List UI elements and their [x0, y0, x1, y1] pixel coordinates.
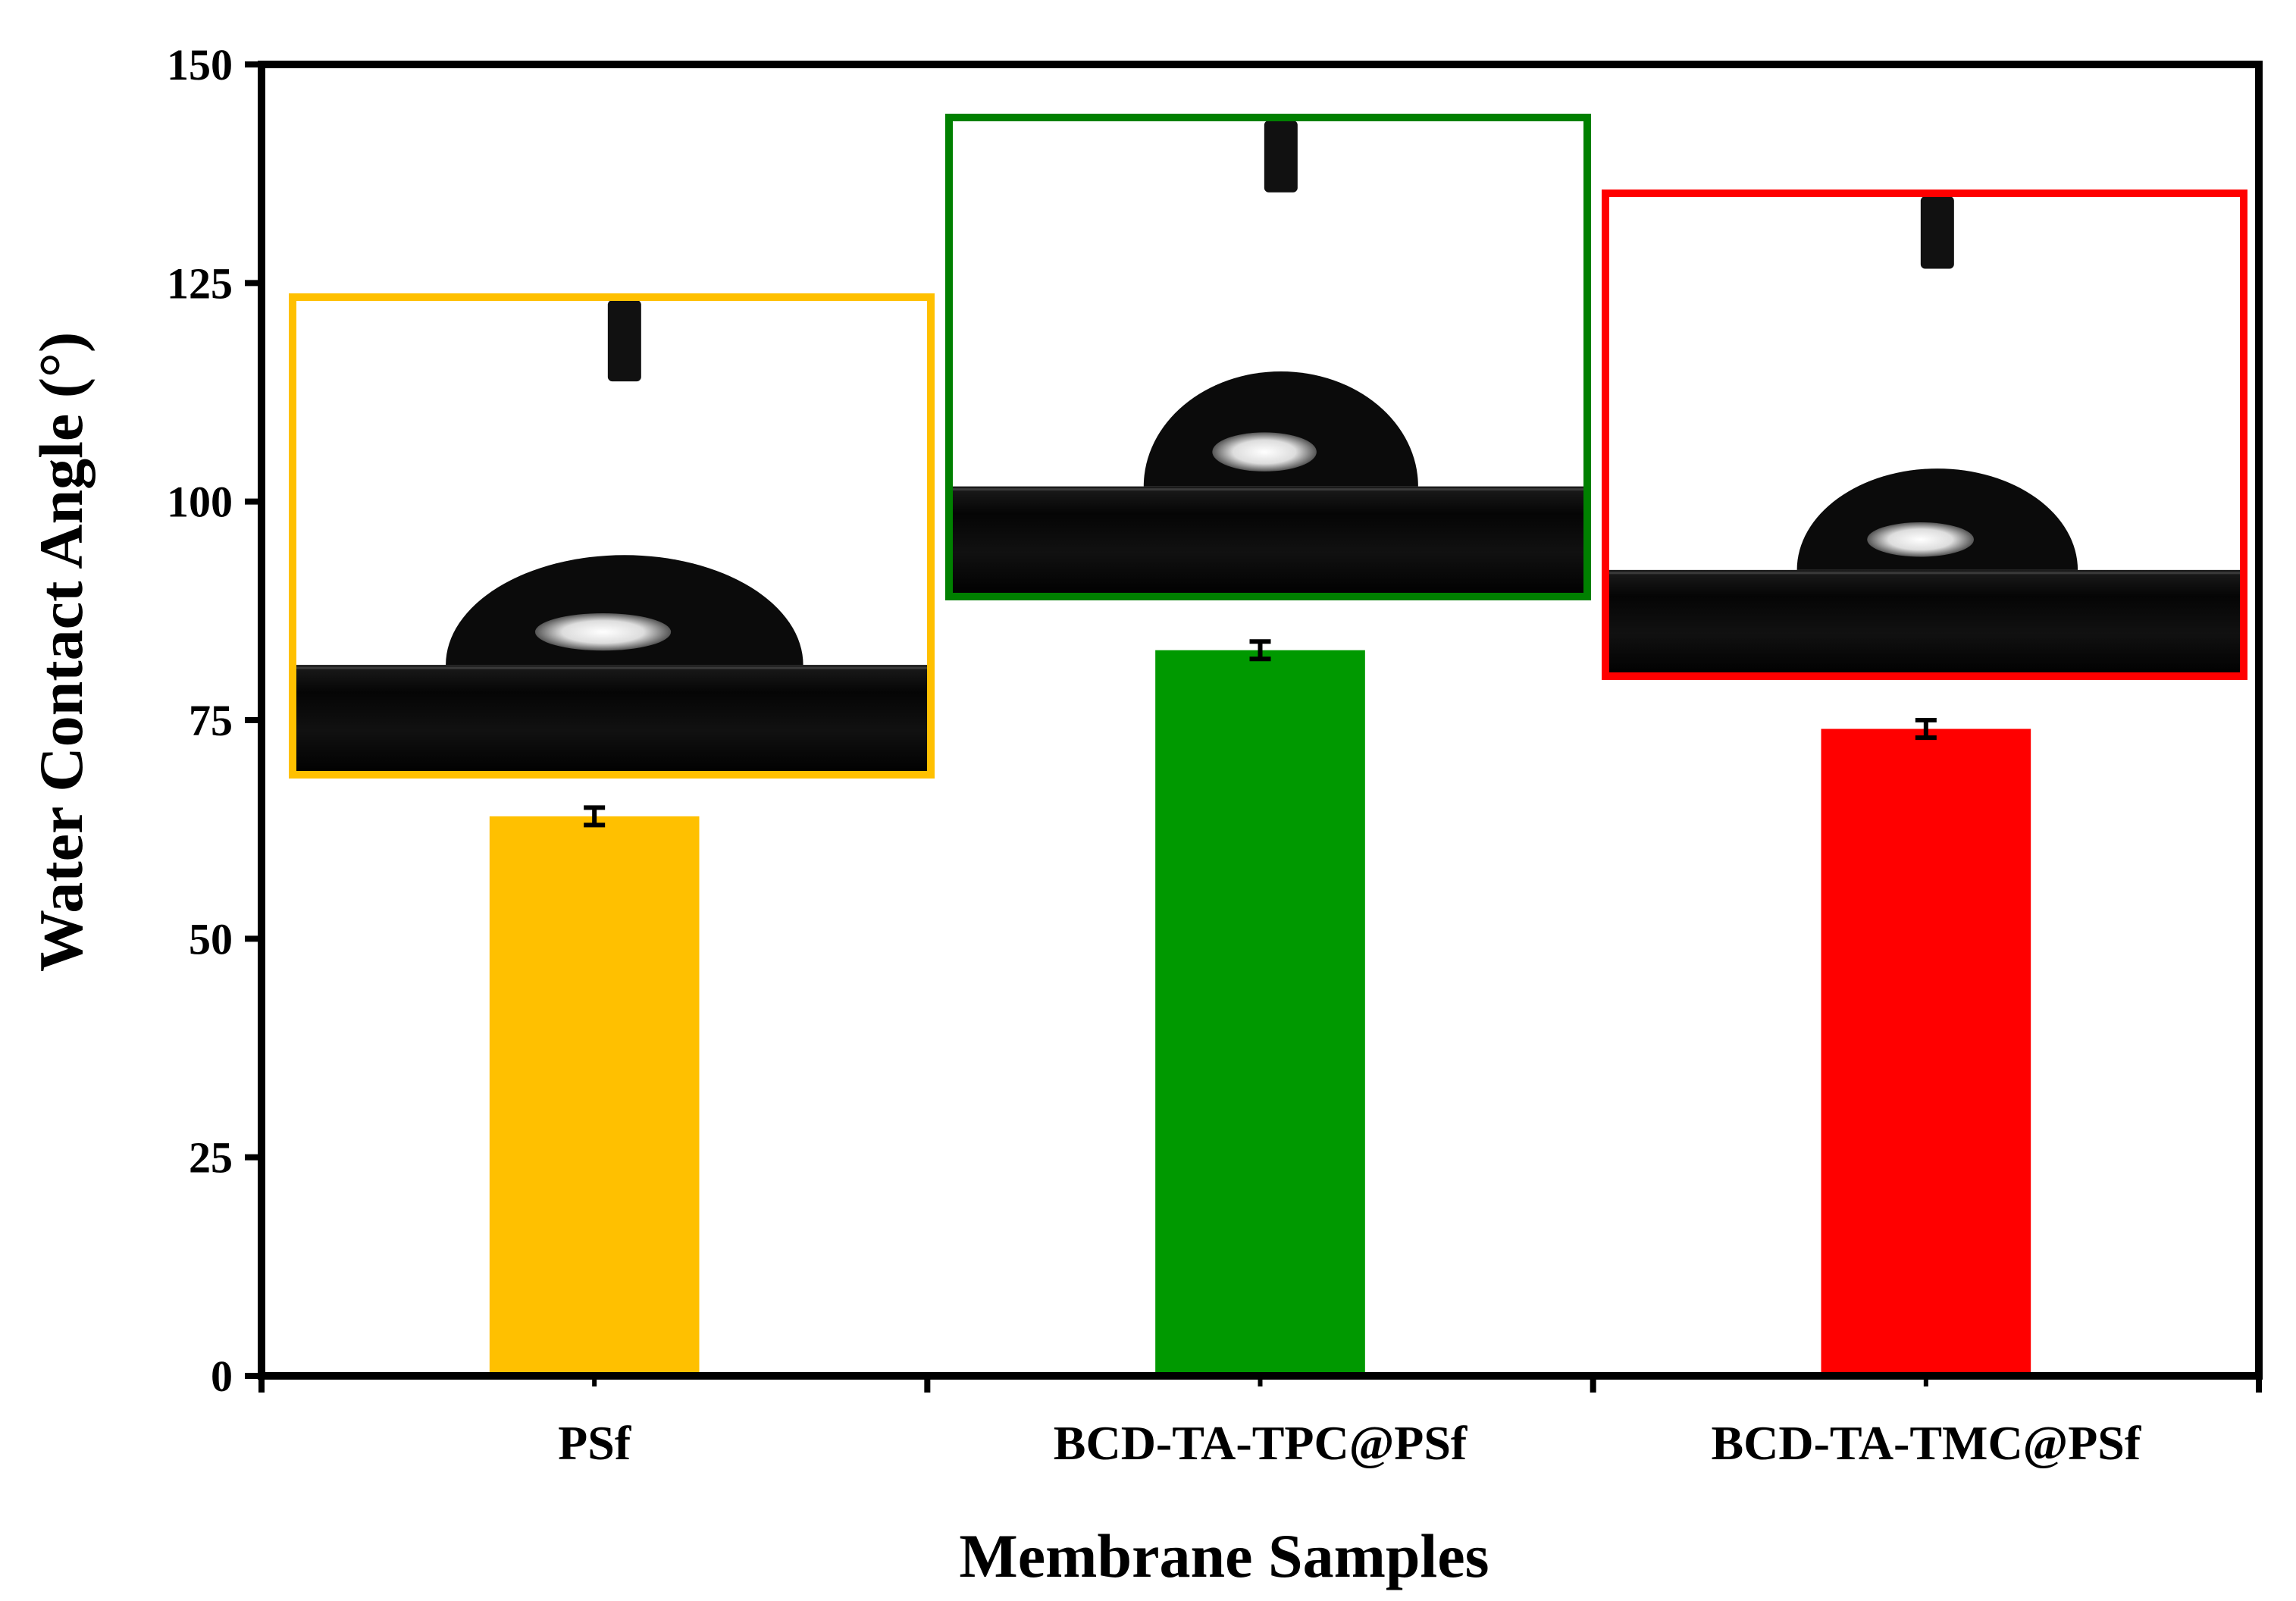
water-droplet: [1796, 468, 2078, 570]
error-bar: [1249, 639, 1271, 662]
y-tick-label: 0: [211, 1352, 233, 1401]
water-droplet: [446, 555, 803, 666]
droplet-highlight: [534, 613, 672, 651]
x-tick-label: BCD-TA-TMC@PSf: [1711, 1416, 2141, 1470]
droplet-highlight: [1212, 432, 1317, 472]
droplet-insets: [289, 114, 2247, 779]
error-bar: [584, 805, 606, 828]
membrane-surface: [1605, 569, 2244, 676]
y-tick-label: 50: [189, 914, 233, 963]
x-axis-tick-labels: PSf BCD-TA-TPC@PSf BCD-TA-TMC@PSf: [558, 1416, 2141, 1470]
inset-PSf: [289, 293, 935, 779]
y-axis-ticks: 0 25 50 75 100 125 150: [167, 40, 262, 1401]
y-tick-label: 25: [189, 1133, 233, 1183]
y-tick-label: 100: [167, 478, 233, 527]
syringe-needle: [607, 300, 641, 382]
error-bars: [584, 639, 1937, 828]
bar-BCD-TA-TMC@PSf: [1821, 728, 2031, 1376]
bars: [489, 650, 2031, 1376]
y-axis-title: Water Contact Angle (°): [27, 332, 96, 972]
syringe-needle: [1264, 121, 1298, 193]
x-tick-label: BCD-TA-TPC@PSf: [1054, 1416, 1467, 1470]
inset-frame: [945, 114, 1591, 600]
x-axis-title: Membrane Samples: [959, 1521, 1489, 1590]
water-droplet: [1143, 371, 1418, 487]
inset-BCD-TA-TPC@PSf: [945, 114, 1591, 600]
syringe-needle: [1920, 196, 1954, 269]
y-tick-label: 75: [189, 696, 233, 745]
y-tick-label: 150: [167, 40, 233, 89]
inset-frame: [289, 293, 935, 779]
inset-BCD-TA-TMC@PSf: [1602, 190, 2247, 680]
x-axis-ticks: [258, 1376, 2262, 1393]
membrane-surface: [949, 486, 1587, 597]
error-bar: [1915, 718, 1937, 741]
y-tick-label: 125: [167, 258, 233, 308]
x-tick-label: PSf: [558, 1416, 631, 1470]
membrane-surface: [293, 665, 931, 775]
inset-frame: [1602, 190, 2247, 680]
droplet-highlight: [1867, 522, 1975, 557]
bar-PSf: [489, 816, 700, 1376]
bar-BCD-TA-TPC@PSf: [1155, 650, 1365, 1376]
